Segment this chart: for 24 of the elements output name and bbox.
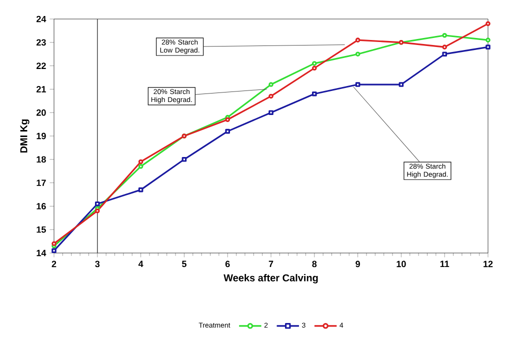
y-tick-label: 22 xyxy=(36,62,46,69)
y-tick-label: 17 xyxy=(36,180,46,186)
x-tick-label: 10 xyxy=(396,260,406,268)
x-tick-label: 4 xyxy=(138,260,144,267)
x-tick-label: 9 xyxy=(356,260,360,268)
y-tick-label: 18 xyxy=(36,156,46,163)
y-tick-label: 24 xyxy=(36,16,46,22)
y-axis-title: DMI Kg xyxy=(20,119,30,153)
y-tick-label: 19 xyxy=(36,132,46,140)
x-tick-label: 12 xyxy=(484,260,493,268)
x-axis-title: Weeks after Calving xyxy=(224,274,318,284)
x-tick-label: 8 xyxy=(312,260,317,268)
y-tick-label: 14 xyxy=(36,250,46,256)
x-tick-label: 7 xyxy=(268,260,274,267)
x-tick-label: 5 xyxy=(182,260,186,268)
y-tick-label: 20 xyxy=(36,109,46,116)
x-tick-label: 3 xyxy=(95,260,100,268)
x-tick-label: 6 xyxy=(225,260,230,268)
x-tick-label: 11 xyxy=(440,260,450,267)
y-tick-label: 15 xyxy=(36,226,46,233)
y-tick-label: 21 xyxy=(36,86,46,92)
x-tick-label: 2 xyxy=(52,260,56,268)
y-tick-label: 16 xyxy=(36,203,46,210)
y-tick-label: 23 xyxy=(36,39,46,46)
